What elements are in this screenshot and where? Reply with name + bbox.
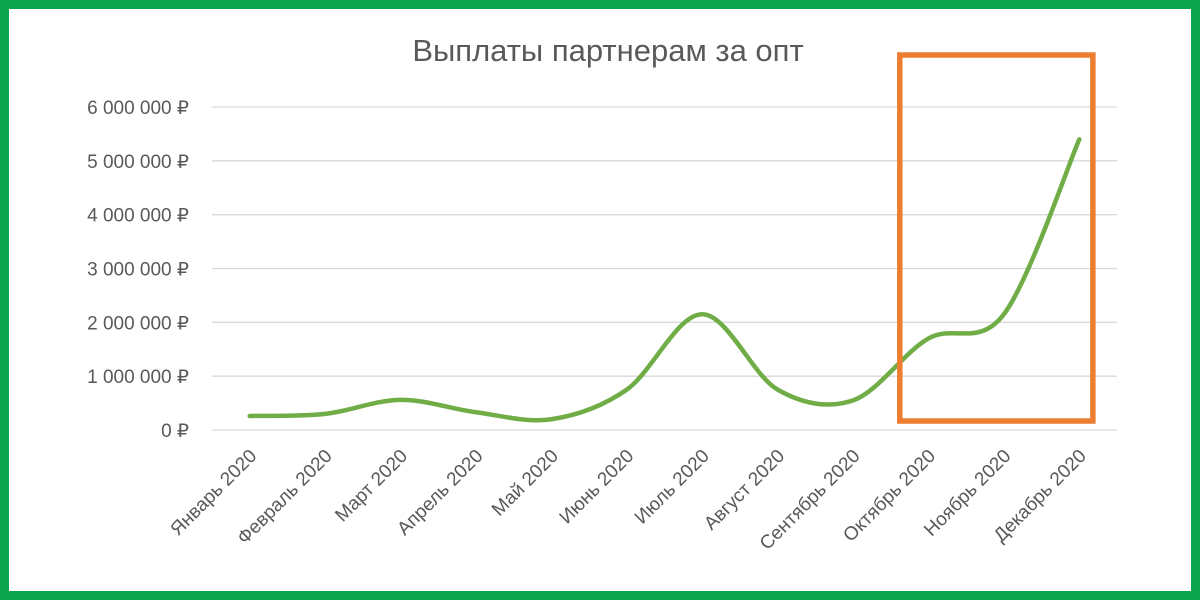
y-tick-label: 0 ₽ [161, 421, 189, 442]
y-tick-label: 3 000 000 ₽ [87, 260, 189, 281]
y-tick-label: 2 000 000 ₽ [87, 313, 189, 334]
y-axis-ticks: 0 ₽ 1 000 000 ₽ 2 000 000 ₽ 3 000 000 ₽ 4 00… [87, 98, 189, 442]
x-tick-label: Март 2020 [331, 446, 412, 527]
highlight-box [897, 52, 1096, 424]
y-tick-label: 5 000 000 ₽ [87, 152, 189, 173]
series-line [247, 137, 1082, 423]
y-tick-label: 6 000 000 ₽ [87, 98, 189, 119]
series-group [247, 137, 1082, 423]
highlight-group [897, 52, 1096, 424]
chart-title: Выплаты партнерам за опт [412, 33, 803, 68]
x-tick-label: Июль 2020 [631, 446, 714, 529]
x-tick-label: Май 2020 [488, 446, 563, 521]
y-tick-label: 4 000 000 ₽ [87, 206, 189, 227]
gridlines [212, 106, 1117, 431]
x-tick-label: Июнь 2020 [556, 446, 639, 529]
y-tick-label: 1 000 000 ₽ [87, 367, 189, 388]
